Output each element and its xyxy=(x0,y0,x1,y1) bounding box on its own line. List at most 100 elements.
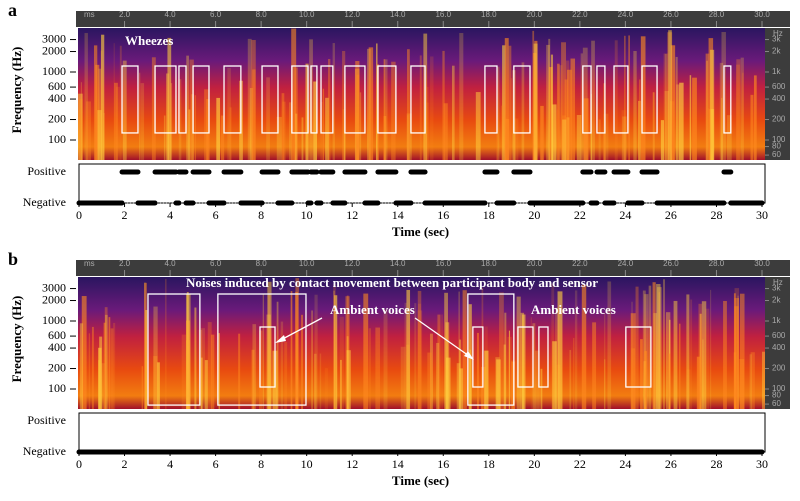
spectrogram-texture xyxy=(736,64,740,160)
spectrogram-texture xyxy=(441,314,443,409)
x-tick-label: 6 xyxy=(213,208,219,222)
freq-tick-label: 2k xyxy=(772,296,781,305)
spectrogram-texture xyxy=(546,44,550,161)
y-tick-label: 400 xyxy=(48,340,66,354)
spectrogram-texture xyxy=(84,33,88,160)
freq-tick-label: 80 xyxy=(772,142,781,151)
spectrogram-texture xyxy=(181,334,186,409)
spectrogram-texture xyxy=(689,75,692,160)
spectrogram-texture xyxy=(98,347,102,409)
spectrogram-texture xyxy=(640,339,643,409)
spectrogram-texture xyxy=(733,293,736,409)
spectrogram-texture xyxy=(631,348,636,409)
spectrogram-texture xyxy=(663,53,669,160)
spectrogram-texture xyxy=(266,314,271,409)
spectrogram-texture xyxy=(500,105,505,160)
spectrogram-texture xyxy=(294,67,298,160)
x-tick-label: 22 xyxy=(574,457,586,471)
x-tick-label: 0 xyxy=(76,208,82,222)
spectrogram-texture xyxy=(508,45,512,161)
ruler-tick-label: 26.0 xyxy=(663,259,679,268)
spectrogram-texture xyxy=(679,82,684,160)
spectrogram-texture xyxy=(252,324,257,409)
spectrogram-texture xyxy=(548,38,551,160)
spectrogram-texture xyxy=(311,310,313,409)
spectrogram-texture xyxy=(80,82,82,160)
spectrogram-texture xyxy=(280,321,284,409)
spectrogram-texture xyxy=(705,53,710,160)
spectrogram-texture xyxy=(505,119,510,160)
freq-tick-label: 1k xyxy=(772,67,781,76)
spectrogram-texture xyxy=(110,328,114,409)
spectrogram-texture xyxy=(530,317,533,409)
annotation: Wheezes xyxy=(125,33,173,48)
ruler-tick-label: 14.0 xyxy=(390,259,406,268)
spectrogram-texture xyxy=(614,40,618,160)
spectrogram-texture xyxy=(281,93,285,160)
spectrogram-texture xyxy=(204,360,208,409)
ruler-tick-label: 8.0 xyxy=(256,10,268,19)
spectrogram-texture xyxy=(451,65,455,160)
x-tick-label: 2 xyxy=(122,208,128,222)
freq-tick-label: 600 xyxy=(772,82,786,91)
ruler-tick-label: 12.0 xyxy=(344,10,360,19)
x-tick-label: 28 xyxy=(710,457,722,471)
spectrogram-texture xyxy=(139,72,141,160)
spectrogram-texture xyxy=(157,362,160,409)
annotation: Ambient voices xyxy=(531,302,616,317)
spectrogram-texture xyxy=(557,63,560,160)
spectrogram-texture xyxy=(633,50,637,160)
spectrogram-texture xyxy=(562,115,566,160)
spectrogram-texture xyxy=(113,322,116,409)
spectrogram-texture xyxy=(88,333,91,409)
spectrogram-texture xyxy=(204,89,209,160)
spectrogram-texture xyxy=(79,323,84,409)
spectrogram-texture xyxy=(574,290,578,409)
spectrogram-texture xyxy=(104,314,108,409)
ruler-tick-label: 2.0 xyxy=(119,10,131,19)
spectrogram-texture xyxy=(652,282,656,409)
annotation-box xyxy=(613,65,629,134)
spectrogram-texture xyxy=(497,66,500,160)
spectrogram-texture xyxy=(249,88,254,160)
y-axis-label: Frequency (Hz) xyxy=(9,47,24,134)
freq-tick-label: 3k xyxy=(772,284,781,293)
spectrogram-texture xyxy=(291,28,297,160)
annotation-box xyxy=(344,65,366,134)
spectrogram-texture xyxy=(200,357,203,409)
freq-tick-label: 400 xyxy=(772,343,786,352)
spectrogram-texture xyxy=(218,333,220,409)
x-tick-label: 8 xyxy=(258,208,264,222)
spectrogram-texture xyxy=(153,356,158,409)
spectrogram-texture xyxy=(430,56,434,161)
spectrogram-texture xyxy=(114,82,118,160)
spectrogram-texture xyxy=(194,95,196,160)
spectrogram-texture xyxy=(638,100,641,160)
y-tick-label: 1000 xyxy=(42,313,66,327)
freq-tick-label: 100 xyxy=(772,135,786,144)
spectrogram-texture xyxy=(98,68,102,160)
negative-label: Negative xyxy=(23,444,66,458)
freq-tick-label: 1k xyxy=(772,316,781,325)
spectrogram-texture xyxy=(753,75,757,160)
annotation-box xyxy=(377,65,397,134)
spectrogram-texture xyxy=(437,314,441,409)
spectrogram-texture xyxy=(252,69,256,160)
annotation-box xyxy=(261,65,279,134)
spectrogram-texture xyxy=(165,278,167,409)
spectrogram-texture xyxy=(504,117,508,160)
annotation-box xyxy=(467,293,515,406)
spectrogram-texture xyxy=(603,113,609,160)
spectrogram-texture xyxy=(122,60,127,160)
spectrogram-texture xyxy=(189,59,194,160)
spectrogram-texture xyxy=(443,103,448,160)
spectrogram-texture xyxy=(673,300,678,409)
spectrogram-texture xyxy=(424,86,429,160)
spectrogram-texture xyxy=(607,281,612,409)
annotation-box xyxy=(154,65,177,134)
spectrogram-texture xyxy=(552,341,557,409)
x-tick-label: 20 xyxy=(528,457,540,471)
spectrogram-texture xyxy=(734,288,740,409)
spectrogram-texture xyxy=(185,294,191,409)
